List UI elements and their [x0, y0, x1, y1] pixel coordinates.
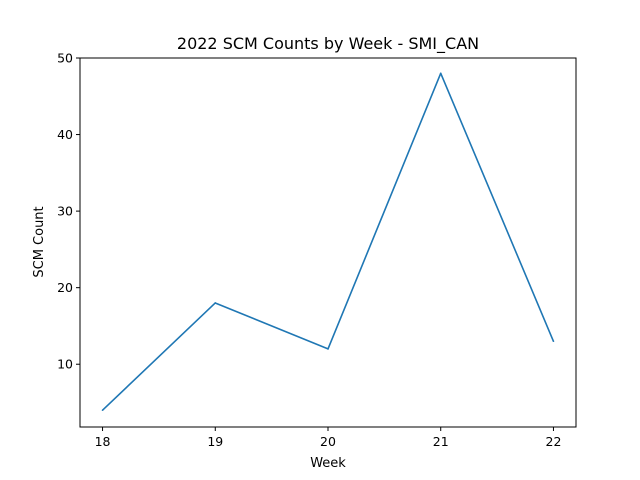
series-line: [101, 72, 555, 411]
y-axis: 10 20 30 40 50: [57, 51, 80, 372]
x-tick-label: 21: [433, 434, 449, 449]
y-tick-label: 20: [57, 280, 73, 295]
x-tick-label: 20: [320, 434, 336, 449]
x-tick-label: 22: [546, 434, 562, 449]
x-tick-label: 18: [95, 434, 111, 449]
y-tick-label: 50: [57, 51, 73, 66]
y-tick-label: 10: [57, 357, 73, 372]
y-axis-label: SCM Count: [32, 206, 47, 277]
data-point: [439, 72, 442, 75]
y-tick-label: 40: [57, 127, 73, 142]
axes-frame: [79, 57, 577, 428]
series-layer: [101, 72, 555, 411]
data-point: [552, 340, 555, 343]
data-point: [101, 409, 104, 411]
plot-area: 18 19 20 21 22 10 20 30 40 50: [57, 51, 577, 449]
x-tick-label: 19: [207, 434, 223, 449]
data-point: [214, 302, 217, 304]
y-tick-label: 30: [57, 204, 73, 219]
x-axis: 18 19 20 21 22: [95, 427, 562, 449]
chart-title: 2022 SCM Counts by Week - SMI_CAN: [177, 34, 479, 54]
data-point: [327, 348, 329, 350]
x-axis-label: Week: [310, 456, 346, 471]
